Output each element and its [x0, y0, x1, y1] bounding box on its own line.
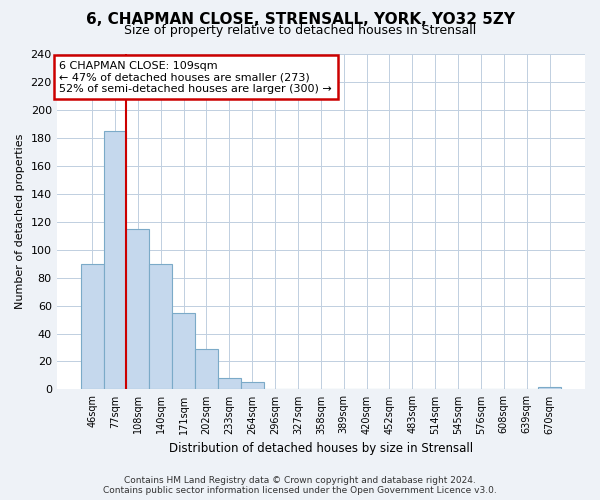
Bar — [104, 131, 127, 390]
Bar — [80, 264, 104, 390]
Bar — [218, 378, 241, 390]
Text: Contains HM Land Registry data © Crown copyright and database right 2024.
Contai: Contains HM Land Registry data © Crown c… — [103, 476, 497, 495]
Y-axis label: Number of detached properties: Number of detached properties — [15, 134, 25, 310]
Text: 6, CHAPMAN CLOSE, STRENSALL, YORK, YO32 5ZY: 6, CHAPMAN CLOSE, STRENSALL, YORK, YO32 … — [86, 12, 515, 28]
Bar — [172, 312, 195, 390]
Bar — [195, 349, 218, 390]
Text: 6 CHAPMAN CLOSE: 109sqm
← 47% of detached houses are smaller (273)
52% of semi-d: 6 CHAPMAN CLOSE: 109sqm ← 47% of detache… — [59, 60, 332, 94]
Bar — [241, 382, 263, 390]
Bar — [538, 386, 561, 390]
Bar — [149, 264, 172, 390]
Text: Size of property relative to detached houses in Strensall: Size of property relative to detached ho… — [124, 24, 476, 37]
Bar — [127, 228, 149, 390]
X-axis label: Distribution of detached houses by size in Strensall: Distribution of detached houses by size … — [169, 442, 473, 455]
